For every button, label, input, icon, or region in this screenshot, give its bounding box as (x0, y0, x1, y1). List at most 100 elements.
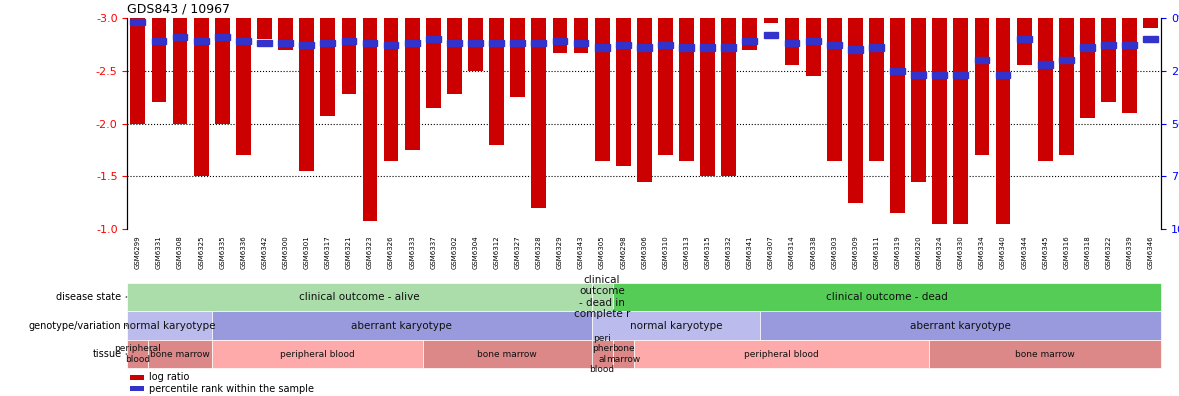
Bar (1144, 18, 1158, 29)
Bar (848, 18, 863, 203)
Bar (1080, 44, 1095, 51)
Bar (489, 18, 503, 145)
Text: peripheral blood: peripheral blood (279, 350, 355, 358)
Text: clinical outcome - alive: clinical outcome - alive (299, 292, 420, 302)
Bar (975, 18, 989, 155)
Bar (722, 18, 736, 176)
Bar (215, 34, 230, 40)
Bar (193, 38, 209, 44)
Bar (468, 40, 483, 46)
Bar (1016, 36, 1032, 42)
Bar (278, 40, 292, 46)
Bar (553, 38, 567, 44)
Bar (1101, 42, 1117, 48)
Bar (426, 18, 441, 108)
Bar (574, 40, 588, 46)
Bar (152, 18, 166, 103)
Bar (236, 18, 251, 155)
Text: genotype/variation: genotype/variation (28, 320, 121, 331)
Text: disease state: disease state (57, 292, 121, 302)
Text: bone
marrow: bone marrow (606, 345, 640, 364)
Bar (826, 42, 842, 48)
Bar (152, 38, 166, 44)
Bar (1122, 18, 1137, 113)
Bar (299, 42, 314, 48)
Text: clinical
outcome
- dead in
complete r: clinical outcome - dead in complete r (574, 274, 631, 320)
Bar (764, 32, 778, 38)
Bar (785, 40, 799, 46)
Bar (404, 18, 420, 150)
Bar (594, 18, 610, 160)
Bar (383, 42, 399, 48)
Bar (1122, 42, 1137, 48)
Bar (826, 18, 842, 160)
Bar (426, 36, 441, 42)
Bar (658, 42, 673, 48)
Bar (1059, 18, 1074, 155)
Text: aberrant karyotype: aberrant karyotype (910, 320, 1012, 331)
Bar (532, 40, 546, 46)
Bar (764, 18, 778, 23)
Text: GDS843 / 10967: GDS843 / 10967 (127, 3, 230, 16)
Bar (511, 40, 525, 46)
Bar (278, 18, 292, 50)
Bar (954, 72, 968, 78)
Bar (890, 18, 905, 213)
Bar (172, 34, 187, 40)
Text: log ratio: log ratio (149, 372, 189, 382)
Bar (911, 72, 926, 78)
Bar (172, 18, 187, 124)
Bar (996, 18, 1010, 224)
Bar (722, 44, 736, 51)
Bar (658, 18, 673, 155)
Bar (975, 57, 989, 63)
Text: bone marrow: bone marrow (477, 350, 538, 358)
Bar (911, 18, 926, 182)
Bar (743, 38, 757, 44)
Bar (679, 18, 694, 160)
Bar (489, 40, 503, 46)
Bar (342, 18, 356, 94)
Text: aberrant karyotype: aberrant karyotype (351, 320, 452, 331)
Bar (890, 67, 905, 74)
Bar (700, 44, 714, 51)
Bar (1016, 18, 1032, 65)
Bar (215, 18, 230, 124)
Bar (257, 40, 272, 46)
Text: bone marrow: bone marrow (150, 350, 210, 358)
Bar (805, 38, 821, 44)
Bar (743, 18, 757, 50)
Text: normal karyotype: normal karyotype (630, 320, 723, 331)
Bar (468, 18, 483, 70)
Text: normal karyotype: normal karyotype (124, 320, 216, 331)
Bar (383, 18, 399, 160)
Bar (954, 18, 968, 224)
Bar (321, 40, 335, 46)
Bar (363, 40, 377, 46)
Bar (447, 40, 462, 46)
Bar (615, 42, 631, 48)
Bar (700, 18, 714, 176)
Text: clinical outcome - dead: clinical outcome - dead (826, 292, 948, 302)
Bar (1038, 18, 1053, 160)
Bar (574, 18, 588, 53)
Bar (637, 44, 652, 51)
Bar (594, 44, 610, 51)
Bar (869, 18, 884, 160)
Text: tissue: tissue (92, 349, 121, 359)
Bar (257, 18, 272, 39)
Bar (805, 18, 821, 76)
Bar (996, 72, 1010, 78)
Bar (679, 44, 694, 51)
Bar (785, 18, 799, 65)
Bar (342, 38, 356, 44)
Text: percentile rank within the sample: percentile rank within the sample (149, 384, 314, 394)
Bar (1144, 36, 1158, 42)
Bar (615, 18, 631, 166)
Bar (1059, 57, 1074, 63)
Bar (193, 18, 209, 176)
Bar (131, 19, 145, 25)
Bar (299, 18, 314, 171)
Bar (363, 18, 377, 221)
Bar (511, 18, 525, 97)
